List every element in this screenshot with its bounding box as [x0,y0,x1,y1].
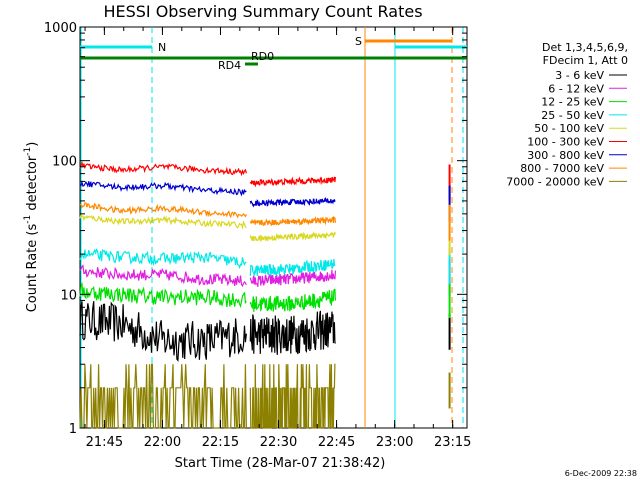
y-axis-label-part: Count Rate (s [25,224,40,313]
legend-header-line: Det 1,3,4,5,6,9, [542,41,628,54]
x-tick-label: 21:45 [86,435,123,450]
legend-label: 300 - 800 keV [527,149,604,162]
series-line [249,288,336,312]
y-axis-label-superscript: -1 [23,147,33,156]
y-tick-label: 1 [69,422,77,437]
series-line [79,281,247,309]
series-line [79,363,247,429]
legend-label: 800 - 7000 keV [520,162,604,175]
marker-label: N [158,41,166,54]
marker-label: RD0 [251,50,274,63]
series-line [79,202,247,219]
legend-header-line: FDecim 1, Att 0 [543,54,628,67]
legend-label: 100 - 300 keV [527,136,604,149]
series-line [249,310,336,355]
y-axis-label: Count Rate (s-1 detector-1) [23,142,40,313]
y-tick-label: 10 [60,288,77,303]
x-axis-label: Start Time (28-Mar-07 21:38:42) [175,456,386,471]
instrument-markers: N S RD0 RD4 [80,27,467,428]
legend-label: 3 - 6 keV [555,69,604,82]
y-tick-label: 1000 [44,21,77,36]
series-line [249,258,336,276]
x-tick-label: 22:15 [202,435,239,450]
series-line [249,215,336,227]
series-line [79,213,247,230]
series-line [249,230,336,242]
legend-label: 6 - 12 keV [548,82,604,95]
legend-label: 25 - 50 keV [541,109,604,122]
timestamp: 6-Dec-2009 22:38 [565,469,637,478]
x-tick-label: 22:30 [260,435,297,450]
legend-label: 12 - 25 keV [541,96,604,109]
series-line [79,264,247,287]
series-line [249,363,336,429]
series-line [79,180,247,197]
x-tick-label: 22:45 [318,435,355,450]
marker-label: S [355,35,362,48]
series-line [249,269,336,287]
legend: Det 1,3,4,5,6,9, FDecim 1, Att 0 3 - 6 k… [506,41,628,188]
series-line [79,301,247,362]
axis-ticks: 21:45 22:00 22:15 22:30 22:45 23:00 23:15 1 10 10… [44,21,472,450]
y-axis-label-part: ) [25,142,40,147]
legend-label: 50 - 100 keV [534,122,604,135]
series-line [249,197,336,208]
x-tick-label: 23:15 [434,435,471,450]
series-line [79,160,247,177]
chart-title: HESSI Observing Summary Count Rates [103,2,422,21]
series-line [79,248,247,270]
y-axis-label-part: detector [25,155,40,215]
y-axis-label-superscript: -1 [23,215,33,224]
x-tick-label: 22:00 [144,435,181,450]
y-tick-label: 100 [52,155,77,170]
series-lines [79,160,451,429]
marker-label: RD4 [218,59,241,72]
series-line [249,176,336,188]
x-tick-label: 23:00 [376,435,413,450]
legend-label: 7000 - 20000 keV [506,175,604,188]
